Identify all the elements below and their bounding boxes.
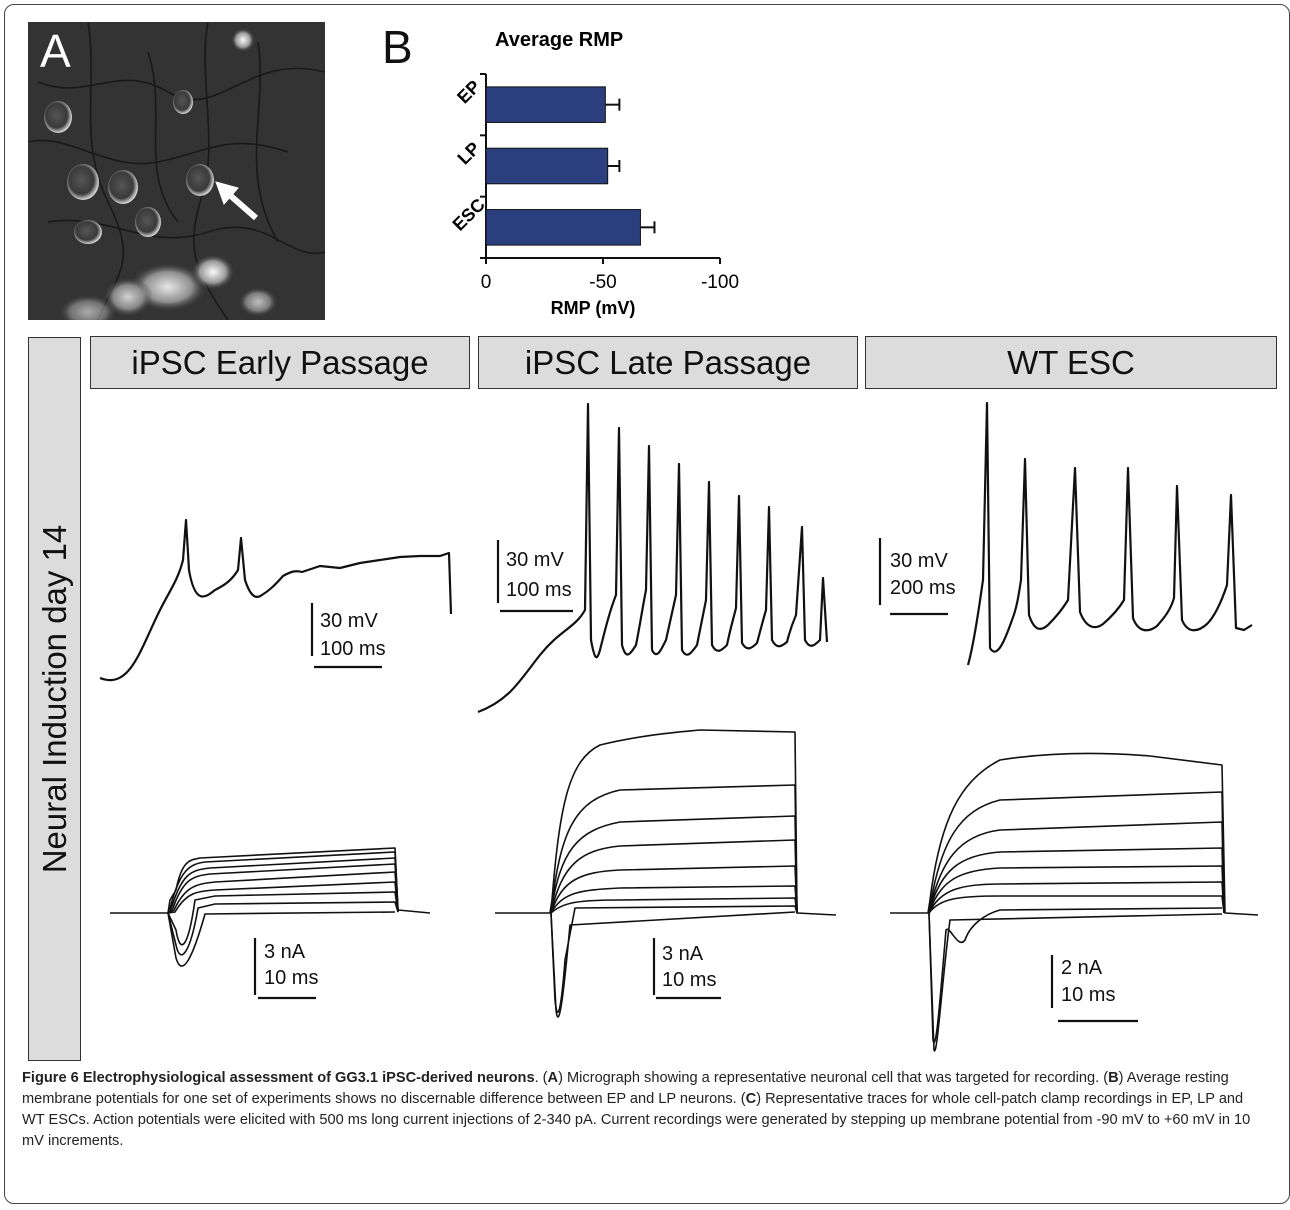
header-lp: iPSC Late Passage — [478, 336, 858, 389]
wt-time-label: 200 ms — [890, 577, 956, 599]
lp-time-label: 100 ms — [506, 579, 572, 601]
x-tick-label: -100 — [701, 272, 739, 293]
scale-bars — [253, 538, 1138, 1023]
panel-a-label: A — [40, 25, 71, 77]
wt-voltage-label: 30 mV — [890, 550, 948, 572]
header-ep-text: iPSC Early Passage — [131, 343, 429, 381]
bar-lp — [485, 147, 609, 185]
lp-current-traces — [495, 729, 837, 1018]
ep-current-label: 3 nA — [264, 941, 306, 963]
ep-voltage-trace — [99, 518, 453, 682]
x-tick-label: 0 — [481, 272, 492, 293]
header-ep: iPSC Early Passage — [90, 336, 470, 389]
micrograph-drawing — [28, 22, 325, 320]
figure-caption: Figure 6 Electrophysiological assessment… — [22, 1068, 1268, 1152]
caption-part: ) Micrograph showing a representative ne… — [558, 1070, 1109, 1086]
caption-part: ) Representative traces for whole cell-p… — [22, 1091, 1251, 1149]
header-lp-text: iPSC Late Passage — [524, 343, 812, 381]
x-axis-label: RMP (mV) — [551, 298, 636, 318]
caption-ref-c: C — [745, 1091, 757, 1107]
row-label-box: Neural Induction day 14 — [28, 337, 81, 1061]
x-tick-label: -50 — [589, 272, 616, 293]
ep-voltage-label: 30 mV — [320, 610, 378, 632]
lp-voltage-trace — [477, 402, 829, 714]
ep-time-label: 100 ms — [320, 638, 386, 660]
header-wt: WT ESC — [865, 336, 1277, 389]
micrograph-image — [28, 22, 325, 320]
ep-current-traces — [110, 847, 431, 967]
caption-part: . ( — [534, 1070, 548, 1086]
bar-ep — [485, 86, 606, 123]
bright-cluster — [58, 254, 278, 320]
caption-ref-b: B — [1108, 1070, 1119, 1086]
voltage-traces — [99, 401, 1253, 714]
wt-voltage-trace — [966, 401, 1253, 666]
wt-current-label: 2 nA — [1061, 957, 1103, 979]
caption-title: Figure 6 Electrophysiological assessment… — [22, 1070, 535, 1086]
arrow-icon — [215, 181, 258, 221]
lp-voltage-label: 30 mV — [506, 549, 564, 571]
current-traces — [110, 729, 1259, 1052]
chart-title: Average RMP — [495, 29, 623, 51]
caption-part: ) Average resting membrane potentials fo… — [22, 1070, 1229, 1107]
panel-b-label: B — [382, 21, 413, 73]
header-wt-text: WT ESC — [1007, 343, 1135, 381]
lp-current-label: 3 nA — [662, 943, 704, 965]
ep-current-time-label: 10 ms — [264, 967, 319, 989]
lp-current-time-label: 10 ms — [662, 969, 717, 991]
caption-ref-a: A — [547, 1070, 559, 1086]
neuron-cells — [44, 28, 255, 244]
wt-current-traces — [890, 752, 1259, 1052]
wt-current-time-label: 10 ms — [1061, 984, 1116, 1006]
